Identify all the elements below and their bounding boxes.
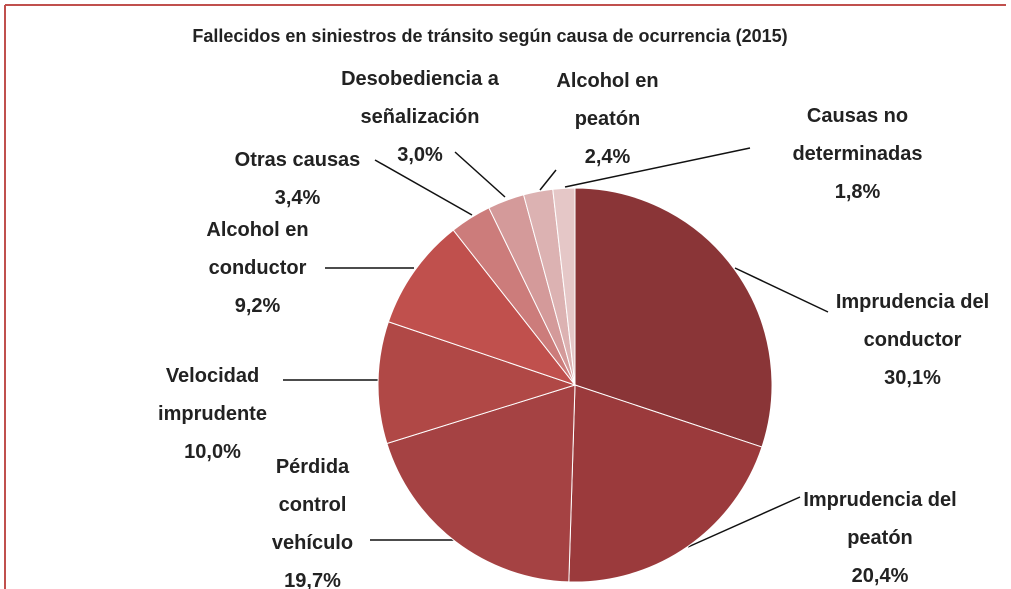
pie-slice [568, 384, 763, 583]
chart-title: Fallecidos en siniestros de tránsito seg… [192, 26, 788, 46]
value-label: 9,2% [234, 295, 281, 317]
leader-line [374, 159, 473, 216]
slice-label: Desobediencia a señalización 3,0% [320, 60, 520, 174]
pie-slice [574, 187, 773, 448]
leader-lines [283, 147, 829, 548]
slice-label: Imprudencia del peatón 20,4% [790, 481, 970, 589]
value-label: 20,4% [851, 565, 909, 587]
pie-slice [552, 187, 576, 386]
slice-label: Pérdida control vehículo 19,7% [250, 448, 375, 589]
category-label: Velocidad imprudente [158, 365, 267, 425]
slice-label: Imprudencia del conductor 30,1% [820, 283, 1005, 397]
pie-slice [377, 321, 577, 445]
slice-label: Velocidad imprudente 10,0% [130, 357, 295, 471]
value-label: 10,0% [184, 441, 241, 463]
leader-line [564, 147, 751, 188]
leader-line [454, 151, 506, 198]
pie-slice [386, 384, 576, 583]
leader-line [734, 267, 829, 313]
slice-label: Alcohol en conductor 9,2% [185, 211, 330, 325]
category-label: Pérdida control vehículo [271, 456, 354, 554]
value-label: 30,1% [884, 367, 941, 389]
slice-label: Otras causas 3,4% [215, 141, 380, 217]
category-label: Desobediencia a señalización [341, 68, 499, 128]
category-label: Alcohol en peatón [556, 70, 659, 130]
slice-label: Alcohol en peatón 2,4% [535, 62, 680, 176]
category-label: Imprudencia del conductor [835, 291, 990, 351]
leader-line [687, 496, 801, 548]
value-label: 3,0% [397, 144, 443, 166]
value-label: 2,4% [584, 146, 631, 168]
value-label: 19,7% [284, 570, 341, 589]
category-label: Imprudencia del peatón [803, 489, 957, 549]
value-label: 3,4% [274, 187, 321, 209]
value-label: 1,8% [834, 181, 881, 203]
category-label: Alcohol en conductor [206, 219, 309, 279]
category-label: Otras causas [234, 149, 361, 171]
leader-line [539, 169, 557, 191]
category-label: Causas no determinadas [792, 105, 923, 165]
slice-label: Causas no determinadas 1,8% [770, 97, 945, 211]
pie-slice [387, 229, 577, 387]
